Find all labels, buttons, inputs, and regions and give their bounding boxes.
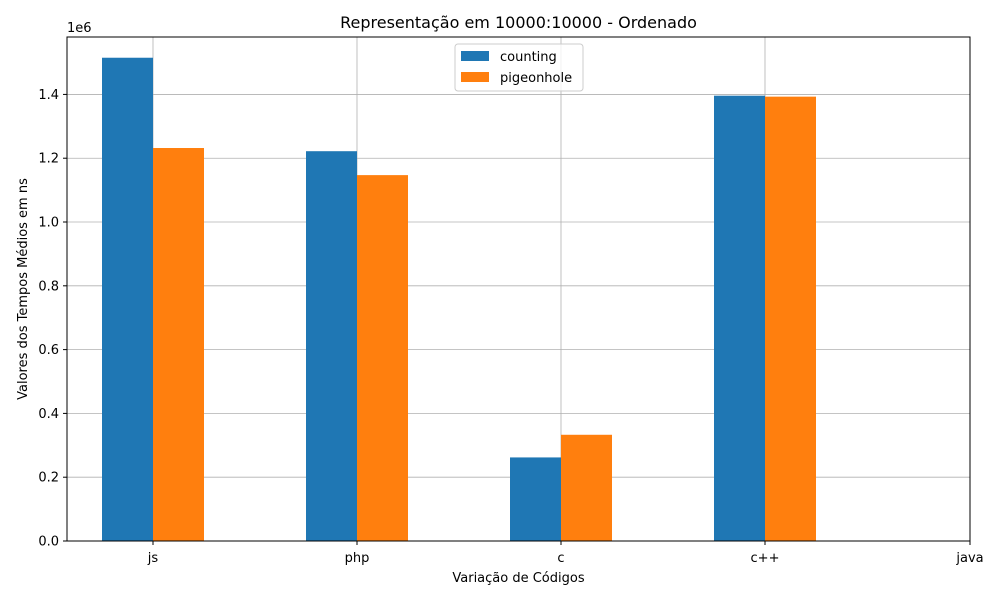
y-tick-label: 0.8 [38,279,59,294]
bar-pigeonhole-php [357,175,408,541]
bar-counting-php [306,151,357,542]
x-tick-label: js [147,551,159,566]
chart-title: Representação em 10000:10000 - Ordenado [340,13,697,32]
plot-frame [66,36,971,542]
y-tick-label: 0.4 [38,407,59,422]
x-axis-label: Variação de Códigos [452,571,584,586]
legend-swatch-counting [461,51,489,61]
legend-label-pigeonhole: pigeonhole [500,71,572,86]
bar-pigeonhole-c++ [765,96,816,541]
x-tick-label: php [345,551,370,566]
y-tick-label: 0.2 [38,471,59,486]
bar-counting-c++ [714,95,765,542]
y-axis-label: Valores dos Tempos Médios em ns [16,178,31,400]
x-tick-label: c++ [751,551,780,566]
bar-pigeonhole-js [153,148,204,541]
legend-swatch-pigeonhole [461,72,489,82]
y-tick-label: 0.6 [38,343,59,358]
axis-ticks: 0.0 0.2 0.4 0.6 0.8 1.0 1.2 1.4 js php c c++ java [38,88,983,566]
legend: counting pigeonhole [454,43,584,92]
bar-counting-js [102,57,153,541]
legend-label-counting: counting [500,50,557,65]
y-axis-offset-label: 1e6 [67,21,92,36]
bar-pigeonhole-c [561,434,612,541]
y-tick-label: 1.4 [38,88,59,103]
y-tick-label: 1.2 [38,152,59,167]
x-tick-label: java [955,551,983,566]
x-tick-label: c [557,551,564,566]
bars [102,57,816,542]
y-tick-label: 1.0 [38,216,59,231]
bar-counting-c [510,457,561,541]
y-tick-label: 0.0 [38,535,59,550]
